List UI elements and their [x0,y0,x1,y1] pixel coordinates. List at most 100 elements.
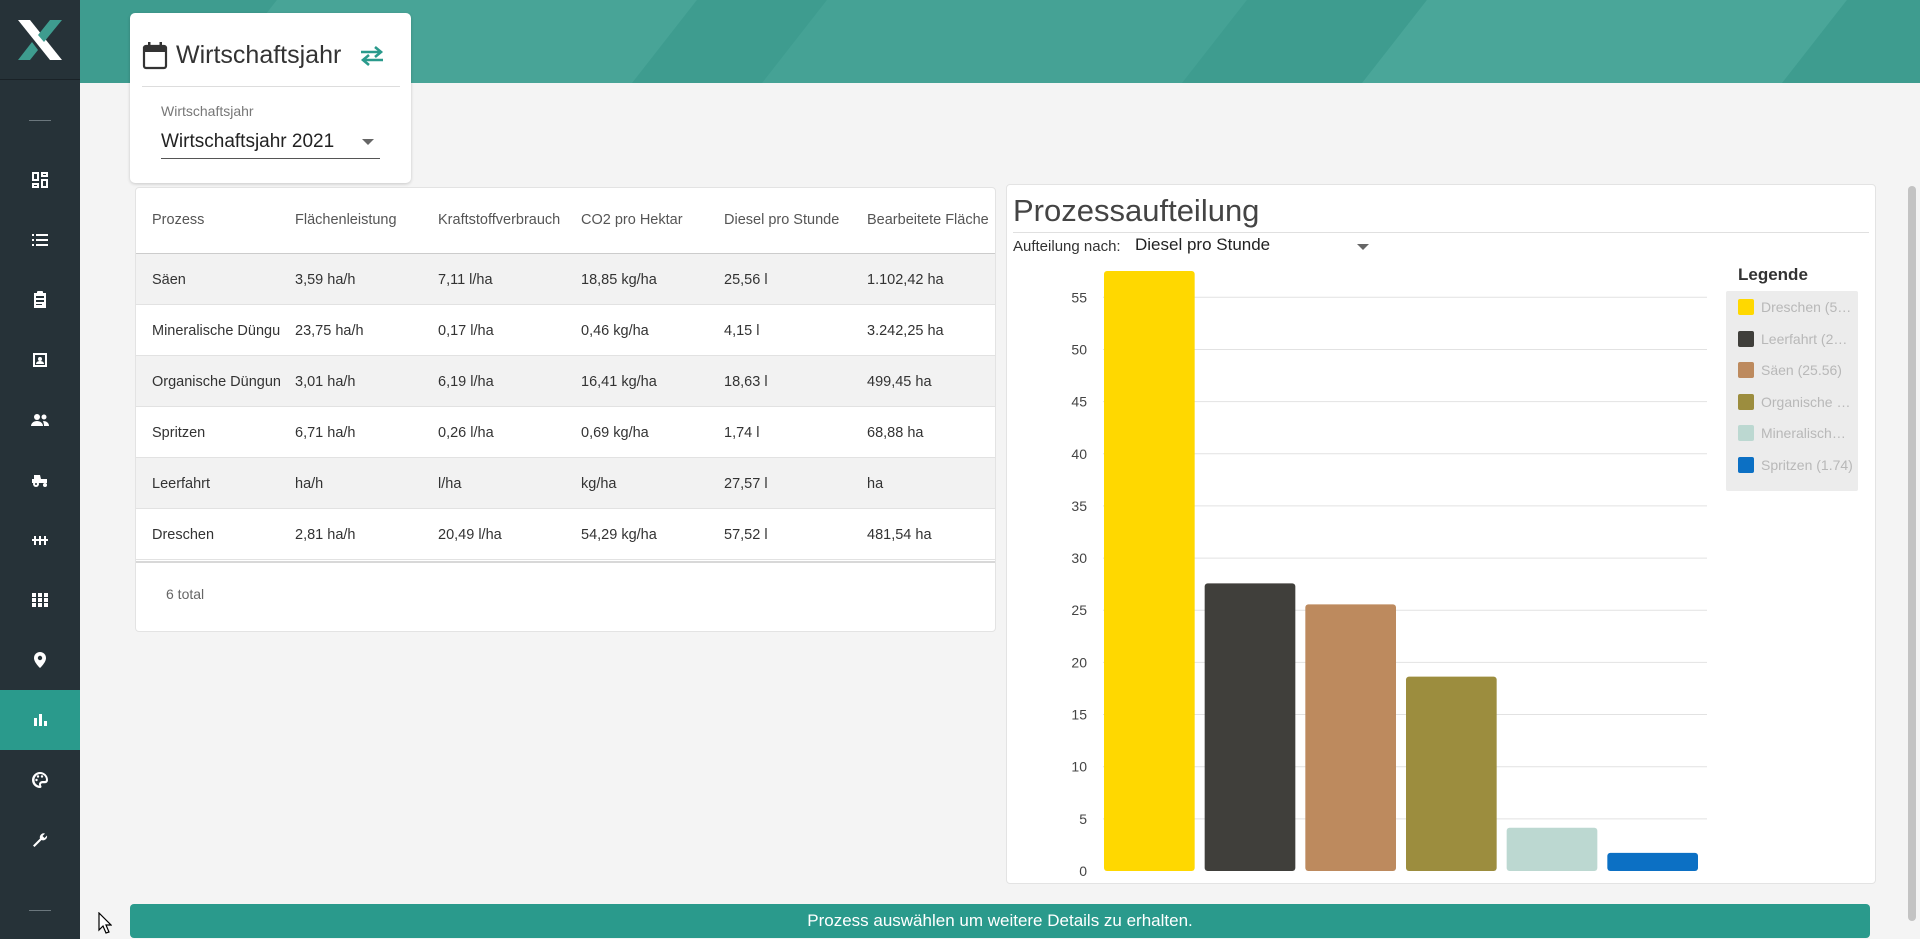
legend-swatch [1738,330,1754,347]
y-tick-label: 55 [1071,289,1087,305]
column-header-diesel[interactable]: Diesel pro Stunde [724,212,840,228]
tractor-icon [32,475,47,487]
cell-flaeche: 1.102,42 ha [867,272,944,288]
legend-item[interactable]: Organische Düngung (18.63) [1738,392,1858,412]
cell-flaechenleistung: 6,71 ha/h [295,425,356,441]
legend-label: Säen (25.56) [1761,362,1842,378]
legend-swatch [1738,299,1754,315]
y-tick-label: 25 [1071,602,1087,618]
calendar-icon [142,41,168,69]
cell-prozess: Dreschen [152,527,215,543]
bar-spritzen[interactable] [1607,852,1698,871]
bar-dreschen[interactable] [1104,271,1195,871]
implement-icon [32,536,48,545]
table-row[interactable]: Organische Düngung 3,01 ha/h 6,19 l/ha 1… [136,356,995,407]
legend-label: Organische Düngung (18.63) [1761,393,1853,410]
sidebar-divider-top [29,120,51,121]
cell-flaechenleistung: 3,01 ha/h [295,374,356,390]
cell-flaechenleistung: 2,81 ha/h [295,527,356,543]
column-header-kraftstoffverbrauch[interactable]: Kraftstoffverbrauch [438,212,561,228]
sidebar [0,0,80,939]
cell-kraftstoff: 0,17 l/ha [438,323,494,339]
banner-stripe [1254,0,1920,83]
split-by-selected-value: Diesel pro Stunde [1135,235,1271,254]
chevron-down-icon [362,139,374,145]
fiscal-year-select[interactable]: Wirtschaftsjahr 2021 [161,125,380,159]
cell-flaeche: 499,45 ha [867,374,932,390]
swap-icon[interactable] [359,45,385,67]
cell-flaechenleistung: 3,59 ha/h [295,272,356,288]
cell-co2: 0,46 kg/ha [581,323,649,339]
process-chart-card: Prozessaufteilung Aufteilung nach: Diese… [1006,184,1876,884]
cell-kraftstoff: l/ha [438,476,462,492]
bar-säen[interactable] [1305,604,1396,871]
nav-location[interactable] [0,630,80,690]
table-row[interactable]: Dreschen 2,81 ha/h 20,49 l/ha 54,29 kg/h… [136,509,995,560]
cell-diesel: 57,52 l [724,527,768,543]
cell-flaechenleistung: 23,75 ha/h [295,323,364,339]
cell-diesel: 18,63 l [724,374,768,390]
palette-icon [32,772,48,788]
legend-item[interactable]: Leerfahrt (27.57) [1738,329,1858,349]
page-scrollbar[interactable] [1908,186,1916,921]
legend-title: Legende [1738,265,1808,284]
grid-icon [32,593,48,607]
table-row[interactable]: Säen 3,59 ha/h 7,11 l/ha 18,85 kg/ha 25,… [136,254,995,305]
nav-implement[interactable] [0,510,80,570]
chart-title: Prozessaufteilung [1013,193,1260,228]
y-tick-label: 15 [1071,707,1087,723]
cell-flaeche: 68,88 ha [867,425,924,441]
cell-kraftstoff: 20,49 l/ha [438,527,502,543]
legend-item[interactable]: Säen (25.56) [1738,360,1858,380]
cell-diesel: 27,57 l [724,476,768,492]
chevron-down-icon [1357,244,1369,250]
cell-flaechenleistung: ha/h [295,476,324,492]
nav-tools[interactable] [0,810,80,870]
nav-list[interactable] [0,210,80,270]
cell-co2: 18,85 kg/ha [581,272,657,288]
nav-grid[interactable] [0,570,80,630]
legend-item[interactable]: Dreschen (57.52) [1738,297,1858,317]
list-icon [32,234,48,246]
cell-prozess: Spritzen [152,425,206,441]
process-table: Prozess Flächenleistung Kraftstoffverbra… [135,187,996,632]
bar-organische-düngung[interactable] [1406,676,1497,871]
nav-dashboard[interactable] [0,150,80,210]
logo-x-icon [18,19,62,60]
nav-statistics[interactable] [0,690,80,750]
banner-stripe [654,0,1326,83]
nav-clipboard[interactable] [0,270,80,330]
nav-tractor[interactable] [0,450,80,510]
app-logo[interactable] [0,0,80,80]
column-header-co2[interactable]: CO2 pro Hektar [581,212,683,228]
cell-co2: 16,41 kg/ha [581,374,657,390]
nav-palette[interactable] [0,750,80,810]
bar-leerfahrt[interactable] [1204,583,1296,871]
cell-diesel: 25,56 l [724,272,768,288]
table-row[interactable]: Spritzen 6,71 ha/h 0,26 l/ha 0,69 kg/ha … [136,407,995,458]
table-header: Prozess Flächenleistung Kraftstoffverbra… [136,188,995,254]
column-header-flaechenleistung[interactable]: Flächenleistung [295,212,397,228]
cell-flaeche: 3.242,25 ha [867,323,944,339]
legend-item[interactable]: Spritzen (1.74) [1738,455,1858,475]
cell-flaeche: 481,54 ha [867,527,932,543]
split-by-select[interactable]: Diesel pro Stunde [1135,235,1373,259]
clipboard-icon [34,291,46,308]
table-row[interactable]: Mineralische Düngung 23,75 ha/h 0,17 l/h… [136,305,995,356]
y-tick-label: 10 [1071,759,1087,775]
column-header-flaeche[interactable]: Bearbeitete Fläche [867,212,989,228]
bar-mineralische-düngung[interactable] [1506,827,1598,871]
wrench-icon [33,833,48,847]
legend-swatch [1738,362,1754,378]
legend-item[interactable]: Mineralische Düngung (4.15) [1738,423,1858,443]
column-header-prozess[interactable]: Prozess [152,212,205,228]
nav-people[interactable] [0,390,80,450]
legend-list: Dreschen (57.52) Leerfahrt (27.57) Säen (2… [1726,291,1858,491]
legend-label: Leerfahrt (27.57) [1761,330,1853,347]
bar-chart-icon [34,714,47,726]
cell-kraftstoff: 6,19 l/ha [438,374,494,390]
table-row[interactable]: Leerfahrt ha/h l/ha kg/ha 27,57 l ha [136,458,995,509]
y-tick-label: 5 [1079,811,1087,827]
fiscal-year-selected-value: Wirtschaftsjahr 2021 [161,130,335,152]
nav-contacts[interactable] [0,330,80,390]
